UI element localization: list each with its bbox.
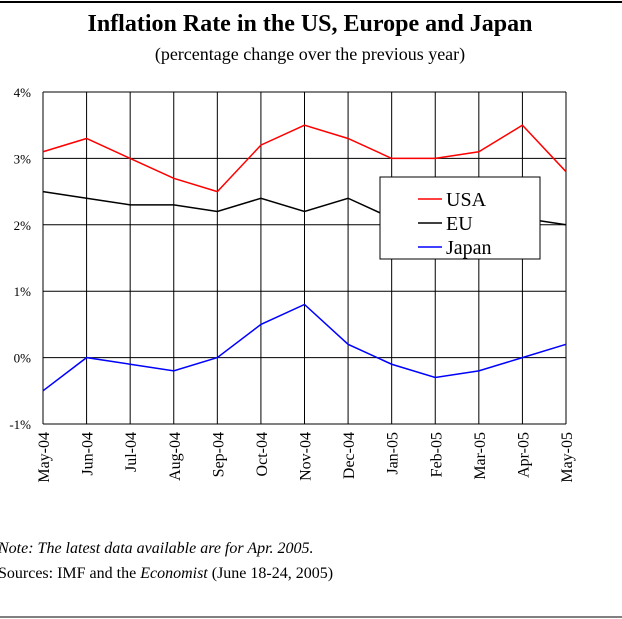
x-tick-label: Jan-05 xyxy=(385,432,402,475)
x-tick-label: Jul-04 xyxy=(123,432,140,472)
chart-subtitle: (percentage change over the previous yea… xyxy=(155,44,465,65)
legend-box xyxy=(379,176,541,260)
x-tick-label: Sep-04 xyxy=(210,432,227,477)
y-tick-label: 2% xyxy=(14,218,32,233)
x-tick-label: Jun-04 xyxy=(80,432,97,476)
x-tick-label: Aug-04 xyxy=(167,432,184,481)
x-tick-label: Feb-05 xyxy=(428,432,445,477)
x-tick-label: Mar-05 xyxy=(472,432,489,480)
chart-title: Inflation Rate in the US, Europe and Jap… xyxy=(88,11,533,37)
series-line xyxy=(42,303,567,392)
x-tick-label: May-05 xyxy=(559,432,576,483)
x-tick-label: Apr-05 xyxy=(515,432,532,478)
x-tick-label: Dec-04 xyxy=(341,432,358,479)
legend-label: Japan xyxy=(446,237,492,259)
y-tick-label: -1% xyxy=(9,417,31,432)
sources-date: (June 18-24, 2005) xyxy=(212,565,333,582)
sources: Sources: IMF and the Economist (June 18-24… xyxy=(0,565,333,582)
legend-label: EU xyxy=(446,213,473,235)
x-tick-label: Nov-04 xyxy=(298,432,315,481)
note: Note: The latest data available are for … xyxy=(0,540,314,557)
x-tick-label: Oct-04 xyxy=(254,432,271,476)
legend-label: USA xyxy=(446,189,487,211)
y-tick-label: 0% xyxy=(14,351,32,366)
sources-publication: Economist xyxy=(139,565,208,582)
y-tick-label: 1% xyxy=(14,284,32,299)
y-tick-label: 4% xyxy=(14,85,32,100)
series-line xyxy=(42,124,567,193)
plot-area: -1% 0% 1% 2% 3% 4% May-04 Jun-04 Jul-04 Aug-04 Sep… xyxy=(9,85,576,483)
y-tick-label: 3% xyxy=(14,151,32,166)
sources-text: Sources: IMF and the xyxy=(0,565,136,582)
x-tick-label: May-04 xyxy=(36,432,53,483)
